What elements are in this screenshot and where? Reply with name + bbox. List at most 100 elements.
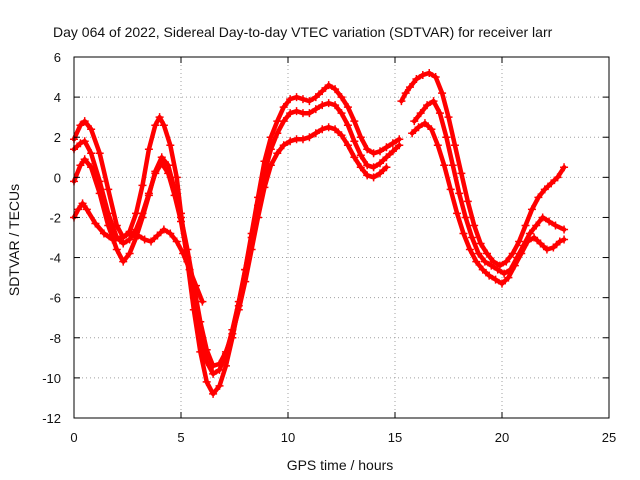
data-point-marker [151,121,160,130]
data-point-marker [468,233,477,242]
data-point-marker [108,235,117,244]
data-point-marker [76,139,85,148]
y-tick-label: 6 [54,50,61,65]
data-point-marker [78,199,87,208]
y-tick-label: -4 [49,251,61,266]
data-point-marker [157,153,166,162]
data-point-marker [420,119,429,128]
series-track-7 [408,119,569,288]
data-point-marker [179,249,188,258]
data-point-marker [279,141,288,150]
data-point-marker [388,139,397,148]
data-point-marker [431,73,440,82]
data-point-marker [144,145,153,154]
data-point-marker [221,347,230,356]
data-point-marker [185,265,194,274]
data-point-marker [470,221,479,230]
data-point-marker [95,189,104,198]
data-point-marker [423,101,432,110]
chart-title: Day 064 of 2022, Sidereal Day-to-day VTE… [53,24,553,40]
data-point-marker [87,163,96,172]
data-point-marker [305,109,314,118]
data-point-marker [498,279,506,288]
data-point-marker [318,125,327,134]
data-point-marker [414,123,423,132]
data-point-marker [112,245,121,254]
data-point-marker [147,237,156,246]
data-point-marker [350,153,359,162]
data-point-marker [215,359,224,368]
data-point-marker [279,103,288,112]
data-point-marker [331,85,340,94]
data-point-marker [337,109,346,118]
data-point-marker [311,93,320,102]
data-point-marker [183,245,192,254]
data-point-marker [474,249,483,258]
data-point-marker [104,185,113,194]
data-point-marker [433,141,442,150]
data-point-marker [209,361,218,370]
data-point-marker [279,117,288,126]
data-point-marker [425,69,434,78]
data-point-marker [530,233,539,242]
data-point-marker [560,235,569,244]
y-tick-label: -8 [49,331,61,346]
data-point-marker [382,143,391,152]
data-point-marker [298,95,307,104]
data-point-marker [166,229,175,238]
data-point-marker [119,239,128,248]
data-point-marker [472,257,481,266]
data-point-marker [164,161,173,170]
data-point-marker [521,221,530,230]
data-point-marker [292,107,301,116]
data-point-marker [515,237,524,246]
data-point-marker [254,213,263,222]
data-point-marker [435,109,444,118]
data-point-marker [455,189,464,198]
data-point-marker [450,141,459,150]
data-point-marker [331,101,340,110]
series-track-5 [397,69,569,270]
data-point-marker [382,153,391,162]
y-tick-label: -10 [42,371,61,386]
data-point-marker [234,305,243,314]
data-point-marker [273,129,282,138]
data-point-marker [209,369,218,378]
data-point-marker [444,113,453,122]
data-point-marker [153,231,162,240]
y-tick-label: -2 [49,210,61,225]
data-point-marker [117,233,126,242]
data-point-marker [448,161,457,170]
data-point-marker [125,249,134,258]
series-track-line [409,120,567,286]
data-point-marker [76,121,85,130]
data-point-marker [356,163,365,172]
data-point-marker [273,149,282,158]
data-point-marker [140,235,149,244]
data-point-marker [202,345,211,354]
data-point-marker [151,167,160,176]
data-point-marker [247,245,256,254]
y-tick-label: 0 [54,170,61,185]
plot-frame [73,56,610,419]
data-point-marker [427,125,436,134]
data-point-marker [241,277,250,286]
data-point-marker [442,133,451,142]
data-point-marker [172,237,181,246]
data-point-marker [177,213,185,222]
data-point-marker [408,129,417,138]
data-point-marker [395,141,404,150]
data-point-marker [311,129,320,138]
data-point-marker [198,297,207,306]
data-point-marker [91,219,100,228]
data-point-marker [532,221,541,230]
data-point-marker [560,163,569,172]
data-point-marker [495,261,504,270]
data-point-marker [461,213,470,222]
data-point-marker [538,213,547,222]
data-point-marker [510,261,519,270]
data-point-marker [555,237,564,246]
data-point-marker [549,243,558,252]
data-point-marker [504,273,513,282]
data-point-marker [80,137,89,146]
